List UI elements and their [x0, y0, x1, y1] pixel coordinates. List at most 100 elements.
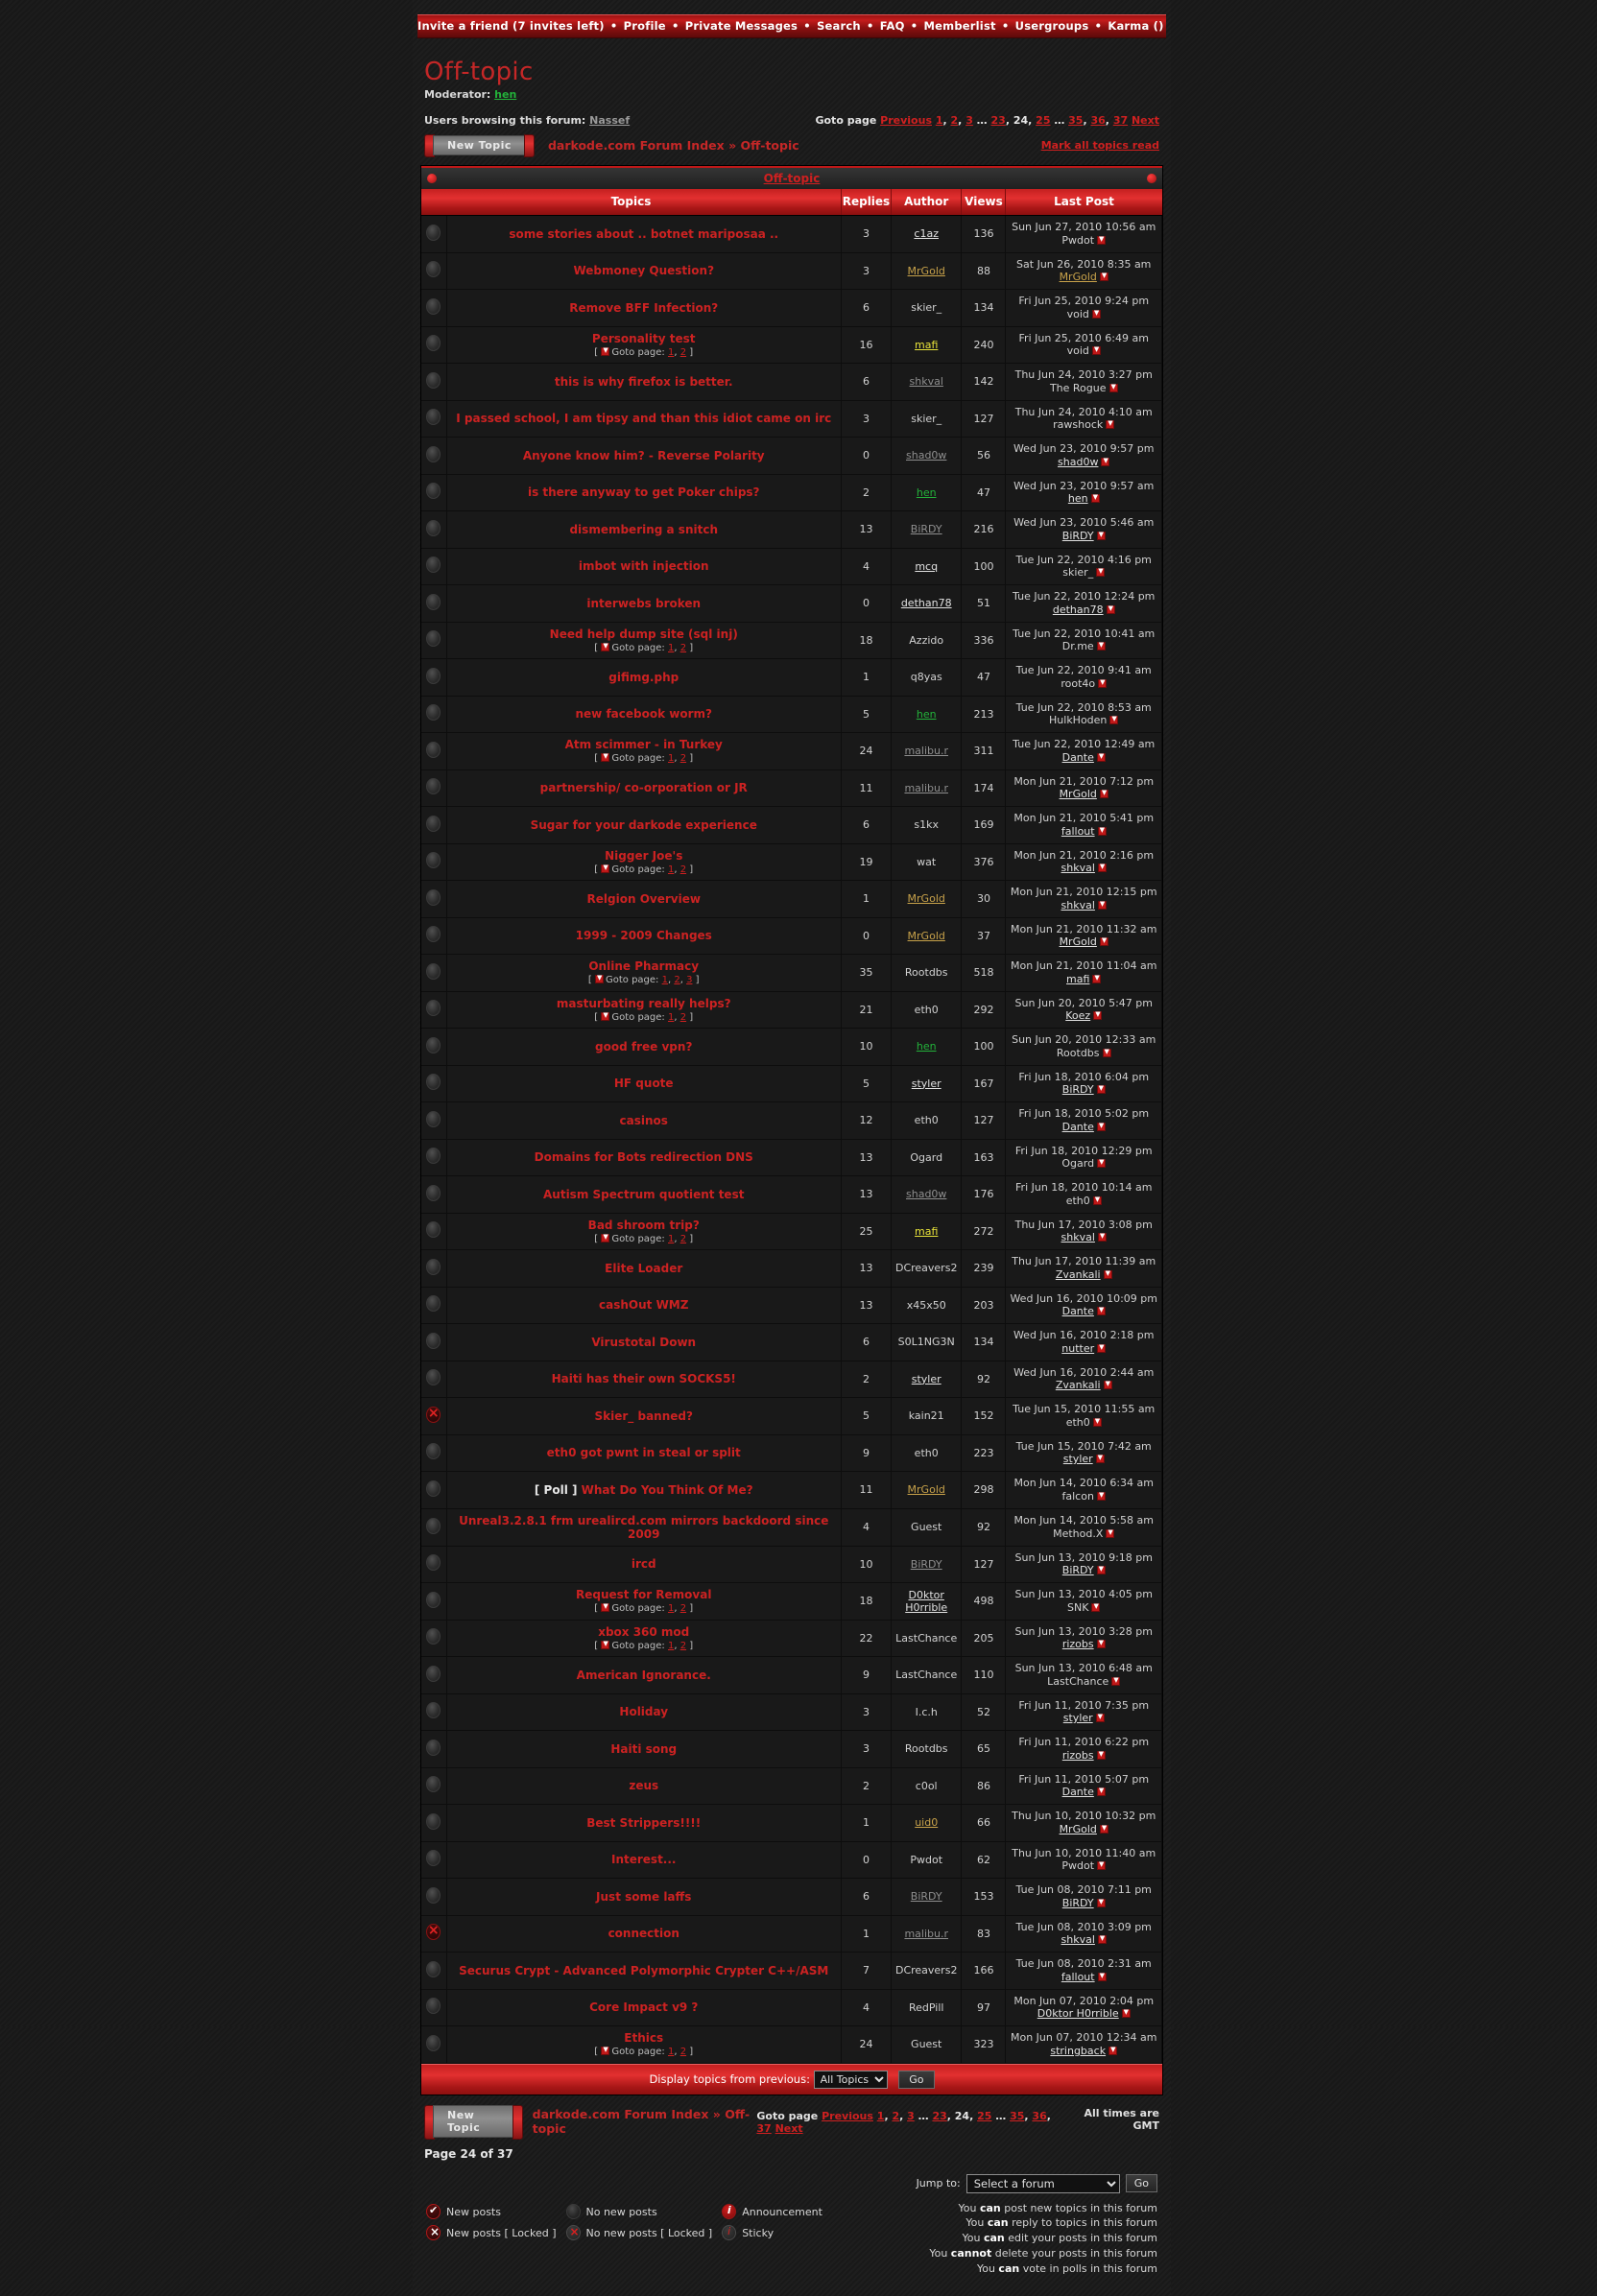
pagination-page-25[interactable]: 25	[977, 2109, 992, 2122]
last-post-user-link[interactable]: Dante	[1061, 1120, 1094, 1133]
last-post-user-link[interactable]: shkval	[1061, 898, 1095, 911]
last-post-user-link[interactable]: Dante	[1061, 1305, 1094, 1318]
last-post-user-link[interactable]: BiRDY	[1061, 1564, 1094, 1577]
topic-page-link-2[interactable]: 2	[674, 975, 680, 986]
view-latest-post-icon[interactable]	[1096, 1490, 1106, 1501]
last-post-user-link[interactable]: rizobs	[1061, 1638, 1094, 1651]
last-post-user-link[interactable]: D0ktor H0rrible	[1037, 2007, 1119, 2021]
author-link[interactable]: MrGold	[907, 264, 945, 277]
topic-page-link-2[interactable]: 2	[679, 864, 687, 875]
author-link[interactable]: styler	[911, 1372, 942, 1385]
topic-title-link[interactable]: Remove BFF Infection?	[569, 300, 719, 315]
topic-title-link[interactable]: is there anyway to get Poker chips?	[527, 485, 760, 500]
view-latest-post-icon[interactable]	[1097, 234, 1107, 245]
view-latest-post-icon[interactable]	[1096, 640, 1106, 651]
last-post-user-link[interactable]: fallout	[1061, 824, 1095, 838]
topic-title-link[interactable]: Sugar for your darkode experience	[530, 817, 757, 832]
topic-page-link-2[interactable]: 2	[679, 1603, 687, 1615]
moderator-link[interactable]: hen	[494, 88, 517, 101]
view-latest-post-icon[interactable]	[1096, 566, 1106, 578]
topic-title-link[interactable]: dismembering a snitch	[569, 522, 718, 536]
last-post-user-link[interactable]: MrGold	[1059, 271, 1097, 284]
last-post-user-link[interactable]: Koez	[1065, 1009, 1091, 1023]
topic-title-link[interactable]: Personality test	[591, 331, 696, 345]
pagination-next[interactable]: Next	[1131, 114, 1159, 127]
column-header-replies[interactable]: Replies	[841, 189, 892, 216]
topic-title-link[interactable]: Relgion Overview	[586, 891, 701, 906]
view-latest-post-icon[interactable]	[1090, 492, 1100, 504]
pagination-page-2[interactable]: 2	[892, 2109, 900, 2122]
topic-page-link-2[interactable]: 2	[679, 1233, 687, 1244]
topic-title-link[interactable]: Atm scimmer - in Turkey	[564, 738, 723, 752]
author-link[interactable]: shkval	[909, 375, 943, 389]
view-latest-post-icon[interactable]	[1096, 1121, 1106, 1131]
topic-title-link[interactable]: this is why firefox is better.	[554, 374, 733, 389]
view-latest-post-icon[interactable]	[1096, 1786, 1106, 1797]
nav-item-faq[interactable]: FAQ	[879, 19, 905, 33]
topic-page-link-1[interactable]: 1	[667, 642, 675, 653]
topic-title-link[interactable]: Haiti has their own SOCKS5!	[551, 1372, 736, 1386]
topic-title-link[interactable]: Webmoney Question?	[573, 264, 715, 278]
topic-page-link-1[interactable]: 1	[667, 1011, 675, 1023]
view-latest-post-icon[interactable]	[1092, 1195, 1102, 1205]
jump-to-select[interactable]: Select a forum	[965, 2173, 1120, 2193]
last-post-user-link[interactable]: mafi	[1066, 972, 1090, 985]
view-latest-post-icon[interactable]	[1092, 1416, 1102, 1427]
last-post-user-link[interactable]: shkval	[1061, 1933, 1095, 1947]
last-post-user-link[interactable]: MrGold	[1059, 788, 1097, 801]
topic-title-link[interactable]: Anyone know him? - Reverse Polarity	[522, 448, 765, 462]
topic-title-link[interactable]: imbot with injection	[578, 559, 709, 574]
breadcrumb-index-link[interactable]: darkode.com Forum Index	[547, 137, 725, 153]
display-topics-go-button[interactable]: Go	[898, 2070, 935, 2089]
last-post-user-link[interactable]: stringback	[1050, 2044, 1107, 2057]
nav-item-profile[interactable]: Profile	[623, 19, 666, 33]
view-latest-post-icon[interactable]	[1091, 308, 1101, 319]
view-latest-post-icon[interactable]	[1111, 1675, 1121, 1686]
nav-item-invite-a-friend-7-invites-left[interactable]: Invite a friend (7 invites left)	[417, 19, 605, 33]
topic-page-link-2[interactable]: 2	[679, 2047, 687, 2058]
topic-title-link[interactable]: connection	[608, 1927, 679, 1941]
topic-title-link[interactable]: partnership/ co-orporation or JR	[539, 781, 748, 795]
view-latest-post-icon[interactable]	[1095, 1453, 1105, 1464]
topic-title-link[interactable]: Domains for Bots redirection DNS	[534, 1150, 753, 1165]
new-topic-button-bottom[interactable]: New Topic	[433, 2104, 514, 2138]
new-topic-button-bottom-wrap[interactable]: New Topic	[424, 2104, 523, 2140]
nav-item-karma[interactable]: Karma ()	[1108, 19, 1164, 33]
last-post-user-link[interactable]: nutter	[1061, 1341, 1095, 1355]
author-link[interactable]: mcq	[915, 559, 939, 573]
topic-title-link[interactable]: cashOut WMZ	[599, 1298, 689, 1313]
view-latest-post-icon[interactable]	[1092, 973, 1102, 983]
last-post-user-link[interactable]: shkval	[1061, 862, 1095, 875]
topic-title-link[interactable]: Just some laffs	[596, 1889, 692, 1904]
author-link[interactable]: malibu.r	[904, 1927, 948, 1940]
author-link[interactable]: MrGold	[907, 929, 945, 942]
author-link[interactable]: MrGold	[907, 892, 945, 906]
view-latest-post-icon[interactable]	[1097, 825, 1107, 836]
last-post-user-link[interactable]: rizobs	[1061, 1748, 1094, 1762]
topic-title-link[interactable]: ircd	[631, 1557, 656, 1572]
breadcrumb-current-link[interactable]: Off-topic	[740, 137, 799, 153]
view-latest-post-icon[interactable]	[1097, 1859, 1107, 1871]
last-post-user-link[interactable]: dethan78	[1052, 603, 1104, 616]
column-header-author[interactable]: Author	[891, 189, 963, 216]
pagination-page-1[interactable]: 1	[935, 114, 943, 127]
topic-title-link[interactable]: Securus Crypt - Advanced Polymorphic Cry…	[459, 1963, 829, 1977]
topic-title-link[interactable]: masturbating really helps?	[556, 996, 731, 1010]
author-link[interactable]: c1az	[914, 227, 939, 241]
view-latest-post-icon[interactable]	[1099, 788, 1108, 799]
topic-page-link-2[interactable]: 2	[679, 346, 687, 358]
author-link[interactable]: MrGold	[907, 1483, 945, 1497]
topic-page-link-1[interactable]: 1	[667, 864, 675, 875]
topic-title-link[interactable]: Interest...	[610, 1853, 677, 1867]
view-latest-post-icon[interactable]	[1108, 2045, 1118, 2055]
topic-title-link[interactable]: casinos	[619, 1113, 668, 1127]
author-link[interactable]: BiRDY	[910, 523, 942, 536]
view-latest-post-icon[interactable]	[1106, 604, 1115, 614]
view-latest-post-icon[interactable]	[1097, 1342, 1107, 1353]
topic-title-link[interactable]: new facebook worm?	[575, 707, 712, 722]
pagination-page-23[interactable]: 23	[990, 114, 1006, 127]
view-latest-post-icon[interactable]	[1097, 899, 1107, 910]
browsing-user-link[interactable]: Nassef	[589, 114, 631, 127]
last-post-user-link[interactable]: Zvankali	[1055, 1379, 1101, 1392]
pagination-previous[interactable]: Previous	[880, 114, 932, 127]
